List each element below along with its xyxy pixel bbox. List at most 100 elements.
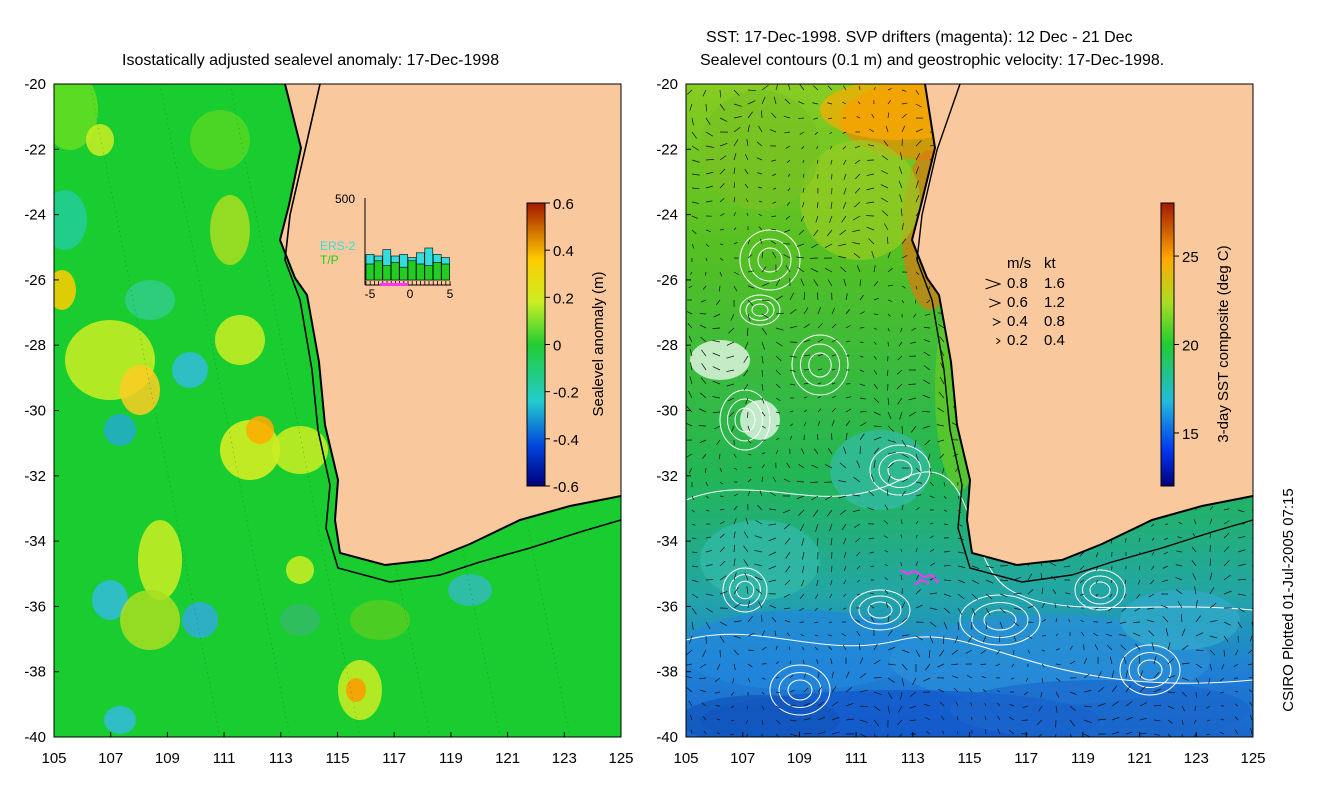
lon-tick-label: 113 [901,750,925,767]
sst-colorbar: 25 20 15 3-day SST composite (deg C) [1160,202,1232,487]
colorbar-tick-label: 0.2 [553,290,574,307]
lat-tick-label: -22 [24,141,46,158]
lat-tick-label: -26 [656,272,678,289]
velocity-legend: m/s kt 0.8 1.6 0.6 1.2 0.4 0.8 0.2 0.4 [985,255,1065,349]
lat-tick-label: -34 [24,533,46,550]
lat-tick-label: -20 [24,76,46,93]
plot-credit: CSIRO Plotted 01-Jul-2005 07:15 [1280,488,1297,711]
velocity-ms-value: 0.4 [1007,313,1028,330]
lon-tick-label: 107 [98,750,123,767]
colorbar-tick-label: 15 [1182,426,1199,443]
lat-tick-label: -38 [656,664,678,681]
velocity-ms-value: 0.6 [1007,294,1028,311]
colorbar-tick-label: 25 [1182,249,1199,266]
lon-tick-label: 117 [1014,750,1038,767]
svp-drifter-tracks [899,569,939,586]
right-map-title-line1: SST: 17-Dec-1998. SVP drifters (magenta)… [706,29,1133,46]
velocity-kt-value: 0.4 [1044,332,1065,349]
lat-tick-label: -20 [656,76,678,93]
lon-tick-label: 107 [730,750,755,767]
inset-bar-tp [390,262,400,281]
lat-tick-label: -36 [656,598,678,615]
lat-tick-label: -22 [656,141,678,158]
lat-tick-label: -24 [656,207,678,224]
velocity-scale-arrow [992,318,1002,326]
lon-tick-label: 109 [787,750,812,767]
colorbar-tick-label: 0.6 [553,196,574,213]
lon-tick-label: 121 [1127,750,1152,767]
inset-bar-tp [432,262,442,281]
lat-tick-label: -40 [24,729,46,746]
velocity-ms-value: 0.8 [1007,275,1028,292]
velocity-kt-value: 0.8 [1044,313,1065,330]
inset-legend-ers2: ERS-2 [320,239,356,253]
sla-colorbar: 0.6 0.4 0.2 0 -0.2 -0.4 -0.6 Sealevel anomaly … [526,196,607,496]
colorbar-tick-label: -0.6 [553,479,579,496]
lon-tick-label: 117 [382,750,406,767]
left-map-title: Isostatically adjusted sealevel anomaly:… [122,52,500,69]
lon-tick-label: 125 [608,750,633,767]
lat-tick-label: -28 [656,337,678,354]
lon-tick-label: 109 [155,750,180,767]
lat-tick-label: -28 [24,337,46,354]
lon-tick-label: 113 [269,750,293,767]
lon-tick-label: 123 [1184,750,1209,767]
lat-tick-label: -30 [656,403,678,420]
inset-x-tick-right: 5 [447,287,454,301]
lon-tick-label: 115 [326,750,350,767]
lon-tick-label: 105 [41,750,66,767]
left-map-coastline [278,83,622,567]
velocity-legend-header-kt: kt [1044,255,1057,272]
lon-tick-label: 105 [673,750,698,767]
inset-bar-tp [382,265,392,281]
inset-bar-tp [407,260,417,281]
lon-tick-label: 119 [1071,750,1095,767]
lat-tick-label: -32 [24,468,46,485]
lat-tick-label: -38 [24,664,46,681]
inset-bar-tp [424,265,434,281]
satellite-inset-chart: 500 ERS-2 T/P -5 0 5 [320,192,454,301]
map-axes: 105 107 109 111 113 115 117 119 121 123 125 -20 -22 -… [24,76,1265,767]
lon-tick-label: 115 [958,750,982,767]
lon-tick-label: 111 [845,750,868,767]
inset-y-max-label: 500 [335,192,355,206]
colorbar-tick-label: -0.4 [553,432,579,449]
inset-x-tick-left: -5 [365,287,376,301]
velocity-scale-arrow [989,298,1002,308]
right-map-coastline [910,83,1254,567]
lat-tick-label: -36 [24,598,46,615]
inset-bar-tp [365,263,375,281]
colorbar-tick-label: -0.2 [553,385,579,402]
lat-tick-label: -40 [656,729,678,746]
inset-drifter-window [380,283,408,286]
velocity-legend-header-ms: m/s [1007,255,1031,272]
right-map-shelf-contour [916,83,1254,583]
lat-tick-label: -24 [24,207,46,224]
colorbar-tick-label: 0.4 [553,243,574,260]
inset-bar-tp [416,263,425,281]
sealevel-contours [686,229,1253,716]
lat-tick-label: -34 [656,533,678,550]
velocity-scale-arrow [985,278,1002,290]
lat-tick-label: -32 [656,468,678,485]
sla-anomaly-patches [54,84,571,737]
lat-tick-label: -26 [24,272,46,289]
lat-tick-label: -30 [24,403,46,420]
inset-bar-tp [399,266,408,281]
left-map-shelf-contour [284,83,622,583]
right-map-title-line2: Sealevel contours (0.1 m) and geostrophi… [700,52,1165,69]
velocity-ms-value: 0.2 [1007,332,1028,349]
lon-tick-label: 119 [439,750,463,767]
velocity-scale-arrow [996,337,1001,345]
lon-tick-label: 121 [495,750,520,767]
sla-colorbar-label: Sealevel anomaly (m) [590,271,607,416]
sst-colorbar-label: 3-day SST composite (deg C) [1215,245,1232,442]
inset-x-tick-mid: 0 [407,287,414,301]
lon-tick-label: 125 [1240,750,1265,767]
colorbar-tick-label: 0 [553,338,561,355]
inset-bar-tp [374,260,383,281]
velocity-kt-value: 1.2 [1044,294,1065,311]
lon-tick-label: 111 [213,750,236,767]
velocity-kt-value: 1.6 [1044,275,1065,292]
